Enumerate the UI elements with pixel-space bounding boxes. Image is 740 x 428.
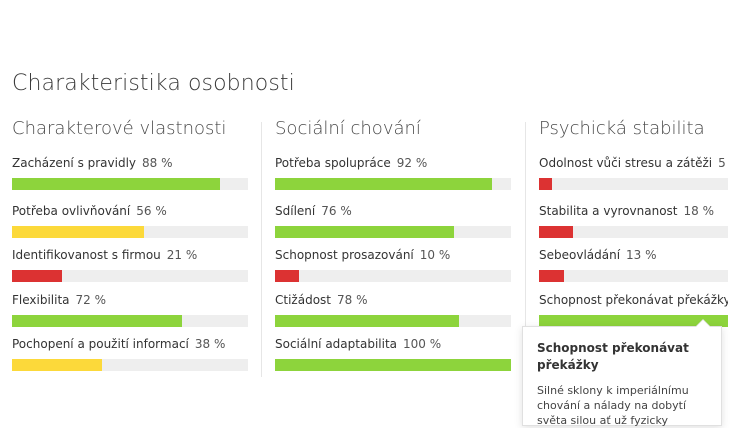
trait-item[interactable]: Flexibilita 72 % [12,293,248,327]
trait-label: Zacházení s pravidly [12,156,137,170]
trait-percent: 92 % [396,156,428,170]
trait-bar-fill [275,178,492,190]
trait-bar [12,315,248,327]
trait-item[interactable]: Sdílení 76 % [275,204,511,238]
column-charakterove-vlastnosti: Charakterové vlastnosti Zacházení s prav… [12,118,248,378]
trait-label-row: Sociální adaptabilita 100 % [275,337,511,351]
trait-percent: 88 % [142,156,173,170]
trait-label: Ctižádost [275,293,331,307]
trait-percent: 38 % [194,337,226,351]
trait-bar [275,270,511,282]
trait-bar [539,178,728,190]
tooltip-text: Silné sklony k imperiálnímu chování a ná… [537,384,689,427]
trait-label: Odolnost vůči stresu a zátěži [539,156,713,170]
trait-bar-fill [12,178,220,190]
trait-item[interactable]: Stabilita a vyrovnanost 18 % [539,204,728,238]
trait-bar [539,315,728,327]
column-divider [261,122,262,377]
trait-bar [539,226,728,238]
trait-percent: 21 % [166,248,198,262]
trait-item[interactable]: Identifikovanost s firmou 21 % [12,248,248,282]
trait-label-row: Pochopení a použití informací 38 % [12,337,248,351]
trait-label: Sebeovládání [539,248,621,262]
trait-percent: 100 % [403,337,442,351]
trait-bar [12,359,248,371]
trait-bar [12,226,248,238]
trait-label: Pochopení a použití informací [12,337,189,351]
trait-label-row: Identifikovanost s firmou 21 % [12,248,248,262]
trait-item[interactable]: Potřeba ovlivňování 56 % [12,204,248,238]
trait-percent: 76 % [321,204,352,218]
trait-percent: 13 % [626,248,657,262]
trait-bar-fill [275,226,454,238]
trait-item[interactable]: Pochopení a použití informací 38 % [12,337,248,371]
page-title: Charakteristika osobnosti [12,71,295,96]
trait-item[interactable]: Zacházení s pravidly 88 % [12,156,248,190]
trait-bar-fill [539,270,564,282]
trait-label-row: Sebeovládání 13 % [539,248,728,262]
trait-label-row: Schopnost prosazování 10 % [275,248,511,262]
trait-bar-fill [275,270,299,282]
trait-item[interactable]: Ctižádost 78 % [275,293,511,327]
trait-label-row: Potřeba spolupráce 92 % [275,156,511,170]
trait-label: Sociální adaptabilita [275,337,398,351]
trait-bar-fill [12,315,182,327]
trait-label: Potřeba spolupráce [275,156,391,170]
trait-bar-fill [539,226,573,238]
trait-percent: 78 % [337,293,368,307]
trait-label-row: Schopnost překonávat překážky [539,293,728,307]
column-socialni-chovani: Sociální chování Potřeba spolupráce 92 % … [275,118,511,378]
trait-label: Potřeba ovlivňování [12,204,131,218]
tooltip-title: Schopnost překonávat překážky [537,341,689,372]
trait-label-row: Ctižádost 78 % [275,293,511,307]
trait-percent: 18 % [683,204,715,218]
trait-label: Schopnost prosazování [275,248,414,262]
trait-item[interactable]: Schopnost prosazování 10 % [275,248,511,282]
trait-label-row: Zacházení s pravidly 88 % [12,156,248,170]
trait-bar [12,270,248,282]
trait-label: Identifikovanost s firmou [12,248,161,262]
trait-percent: 5 [718,156,726,170]
trait-bar [539,270,728,282]
column-psychicka-stabilita: Psychická stabilita Odolnost vůči stresu… [539,118,728,378]
trait-bar-fill [12,359,102,371]
trait-bar [275,315,511,327]
column-heading: Psychická stabilita [539,118,705,139]
trait-percent: 10 % [419,248,451,262]
trait-bar-fill [275,315,459,327]
trait-percent: 72 % [75,293,107,307]
column-heading: Sociální chování [275,118,421,139]
column-divider [525,122,526,377]
trait-bar-fill [12,226,144,238]
trait-label-row: Potřeba ovlivňování 56 % [12,204,248,218]
trait-item[interactable]: Schopnost překonávat překážky [539,293,728,327]
trait-bar [275,226,511,238]
trait-bar-fill [275,359,511,371]
trait-label-row: Odolnost vůči stresu a zátěži 5 [539,156,728,170]
trait-bar-fill [539,315,728,327]
trait-label-row: Sdílení 76 % [275,204,511,218]
column-heading: Charakterové vlastnosti [12,118,227,139]
trait-item[interactable]: Potřeba spolupráce 92 % [275,156,511,190]
trait-label: Flexibilita [12,293,70,307]
trait-item[interactable]: Odolnost vůči stresu a zátěži 5 [539,156,728,190]
trait-item[interactable]: Sociální adaptabilita 100 % [275,337,511,371]
trait-item[interactable]: Sebeovládání 13 % [539,248,728,282]
trait-percent: 56 % [136,204,167,218]
trait-label: Sdílení [275,204,316,218]
trait-bar [275,178,511,190]
trait-bar-fill [12,270,62,282]
trait-bar [12,178,248,190]
trait-label: Stabilita a vyrovnanost [539,204,678,218]
trait-bar [275,359,511,371]
trait-label-row: Flexibilita 72 % [12,293,248,307]
trait-bar-fill [539,178,552,190]
trait-tooltip: Schopnost překonávat překážky Silné sklo… [522,319,722,427]
trait-label: Schopnost překonávat překážky [539,293,728,307]
trait-label-row: Stabilita a vyrovnanost 18 % [539,204,728,218]
